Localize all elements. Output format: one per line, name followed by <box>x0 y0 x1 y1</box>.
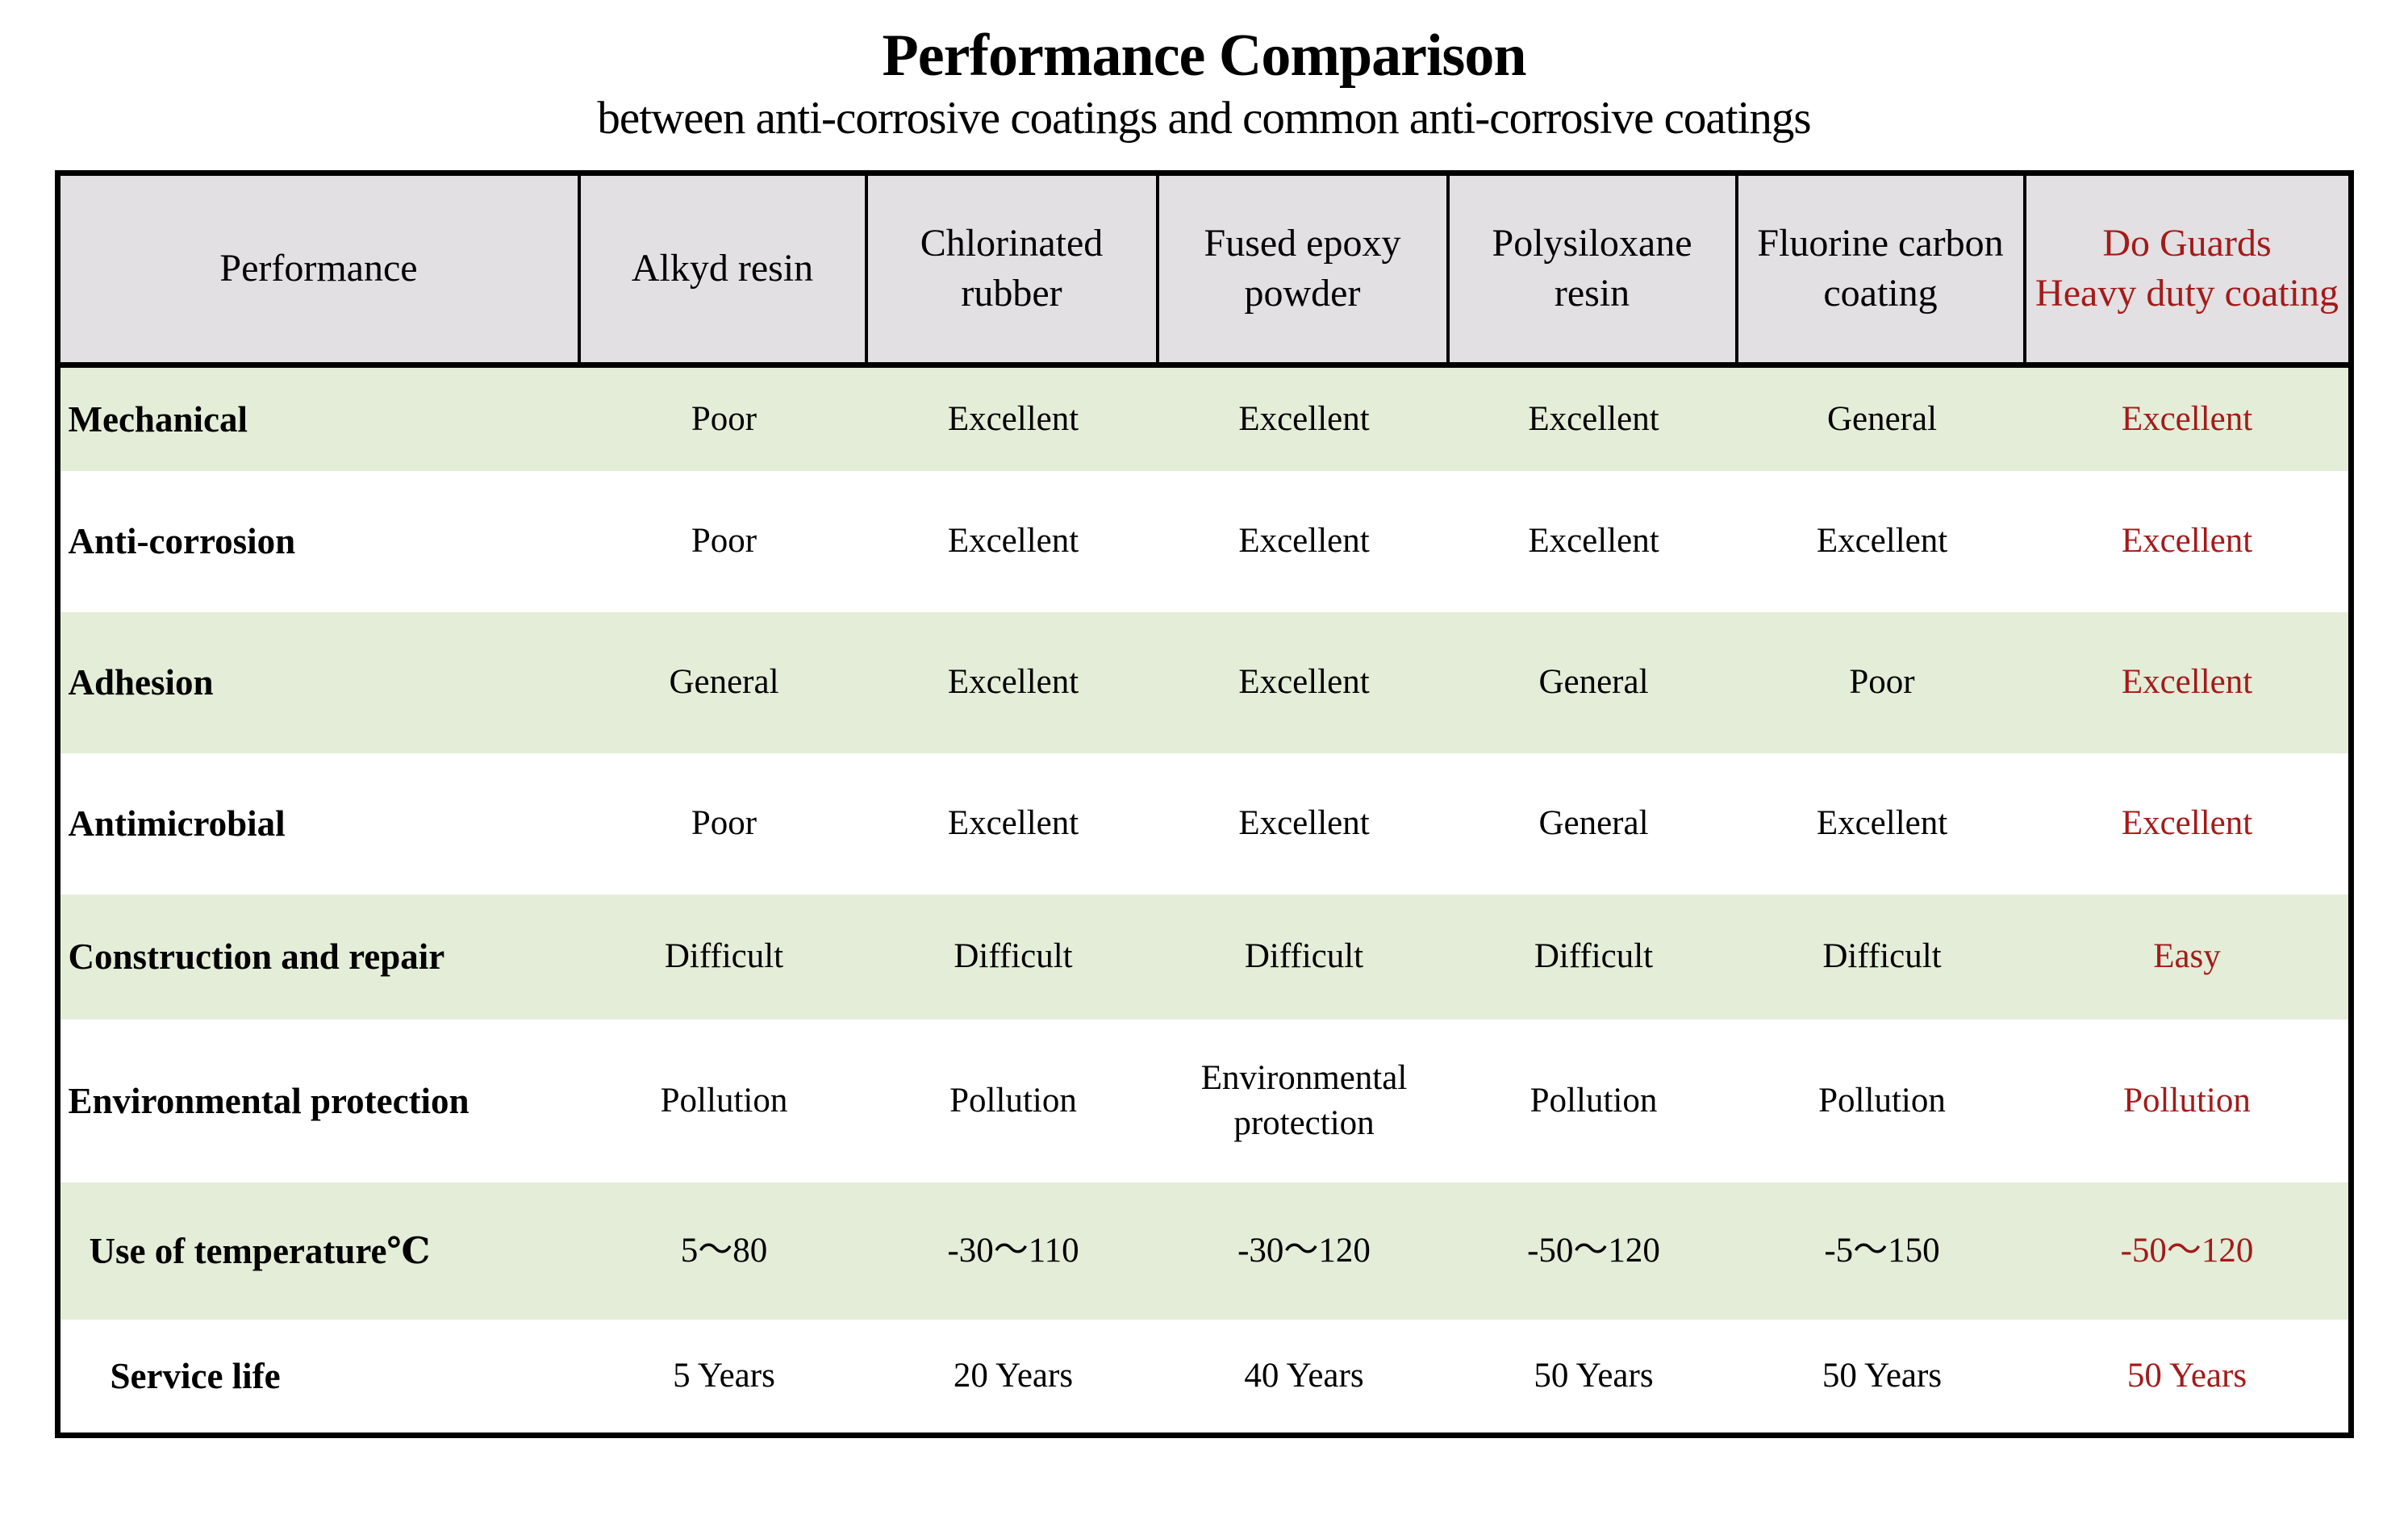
table-cell: Difficult <box>1244 937 1364 976</box>
table-cell: 40 Years <box>1244 1356 1364 1395</box>
row-label: Adhesion <box>68 662 214 703</box>
table-row-adhesion: Adhesion General Excellent Excellent Gen… <box>60 611 2348 753</box>
table-cell: Excellent <box>1816 522 1948 561</box>
table-cell: -50～120 <box>2120 1231 2254 1270</box>
row-label: Environmental protection <box>68 1080 469 1121</box>
table-cell: Pollution <box>2123 1081 2251 1120</box>
table-cell: General <box>1826 399 1938 438</box>
table-row-mechanical: Mechanical Poor Excellent Excellent Exce… <box>60 367 2348 471</box>
column-header-alkyd-resin: Alkyd resin <box>581 175 868 362</box>
row-label: Antimicrobial <box>68 803 286 844</box>
table-cell: Excellent <box>947 663 1079 702</box>
table-cell: Poor <box>691 522 757 561</box>
table-cell: 5～80 <box>680 1231 768 1270</box>
row-label: Service life <box>110 1355 281 1396</box>
table-row-construction-and-repair: Construction and repair Difficult Diffic… <box>60 894 2348 1020</box>
table-cell: Excellent <box>1528 522 1659 561</box>
table-cell: Excellent <box>2121 522 2253 561</box>
column-header-performance: Performance <box>61 175 581 362</box>
table-cell: Difficult <box>1534 937 1654 976</box>
column-header-fluorine-carbon-coating: Fluorine carbon coating <box>1738 175 2026 362</box>
table-cell: Poor <box>1849 663 1915 702</box>
table-cell: 5 Years <box>673 1356 775 1395</box>
table-cell: Poor <box>691 804 757 843</box>
table-cell: Pollution <box>1818 1081 1946 1120</box>
table-cell: Environmental protection <box>1200 1059 1408 1142</box>
table-cell: 50 Years <box>2126 1356 2247 1395</box>
row-label: Anti-corrosion <box>68 521 296 562</box>
table-cell: Difficult <box>1822 937 1942 976</box>
row-label: Use of temperature℃ <box>89 1230 431 1271</box>
table-cell: Excellent <box>1528 399 1659 438</box>
table-cell: Difficult <box>954 937 1073 976</box>
table-cell: General <box>1538 663 1649 702</box>
table-row-service-life: Service life 5 Years 20 Years 40 Years 5… <box>60 1319 2348 1433</box>
table-cell: Pollution <box>1530 1081 1658 1120</box>
table-cell: Pollution <box>949 1081 1077 1120</box>
table-cell: Excellent <box>1238 522 1370 561</box>
table-cell: Easy <box>2153 937 2221 976</box>
table-cell: -5～150 <box>1824 1231 1940 1270</box>
row-label: Construction and repair <box>68 936 445 978</box>
table-header-row: Performance Alkyd resin Chlorinated rubb… <box>60 175 2348 368</box>
page: Performance Comparison between anti-corr… <box>54 23 2354 1438</box>
table-cell: Difficult <box>664 937 784 976</box>
table-cell: Excellent <box>1238 804 1370 843</box>
column-header-fused-epoxy-powder: Fused epoxy powder <box>1159 175 1450 362</box>
column-header-chlorinated-rubber: Chlorinated rubber <box>868 175 1159 362</box>
table-cell: 50 Years <box>1534 1356 1654 1395</box>
table-cell: Excellent <box>2121 804 2253 843</box>
table-cell: Excellent <box>1238 399 1370 438</box>
table-cell: Poor <box>691 399 757 438</box>
table-row-antimicrobial: Antimicrobial Poor Excellent Excellent G… <box>60 753 2348 895</box>
table-cell: General <box>669 663 779 702</box>
table-cell: 20 Years <box>953 1356 1074 1395</box>
table-row-anti-corrosion: Anti-corrosion Poor Excellent Excellent … <box>60 470 2348 612</box>
table-row-environmental-protection: Environmental protection Pollution Pollu… <box>60 1019 2348 1182</box>
table-cell: Pollution <box>660 1081 788 1120</box>
page-title: Performance Comparison <box>882 23 1527 89</box>
table-cell: Excellent <box>2121 663 2253 702</box>
column-header-polysiloxane-resin: Polysiloxane resin <box>1450 175 1738 362</box>
comparison-table: Performance Alkyd resin Chlorinated rubb… <box>54 169 2354 1438</box>
column-header-do-guards: Do Guards Heavy duty coating <box>2035 222 2339 315</box>
table-cell: Excellent <box>1238 663 1370 702</box>
table-cell: 50 Years <box>1822 1356 1943 1395</box>
table-cell: -50～120 <box>1527 1231 1660 1270</box>
row-label: Mechanical <box>68 398 248 440</box>
table-cell: -30～120 <box>1237 1231 1371 1270</box>
table-row-use-of-temperature: Use of temperature℃ 5～80 -30～110 -30～120… <box>60 1182 2348 1320</box>
table-cell: Excellent <box>2121 399 2253 438</box>
table-cell: Excellent <box>947 804 1079 843</box>
table-cell: General <box>1538 804 1649 843</box>
table-cell: Excellent <box>1816 804 1948 843</box>
page-subtitle: between anti-corrosive coatings and comm… <box>597 92 1811 144</box>
table-cell: -30～110 <box>947 1231 1079 1270</box>
table-cell: Excellent <box>947 399 1079 438</box>
table-cell: Excellent <box>947 522 1079 561</box>
